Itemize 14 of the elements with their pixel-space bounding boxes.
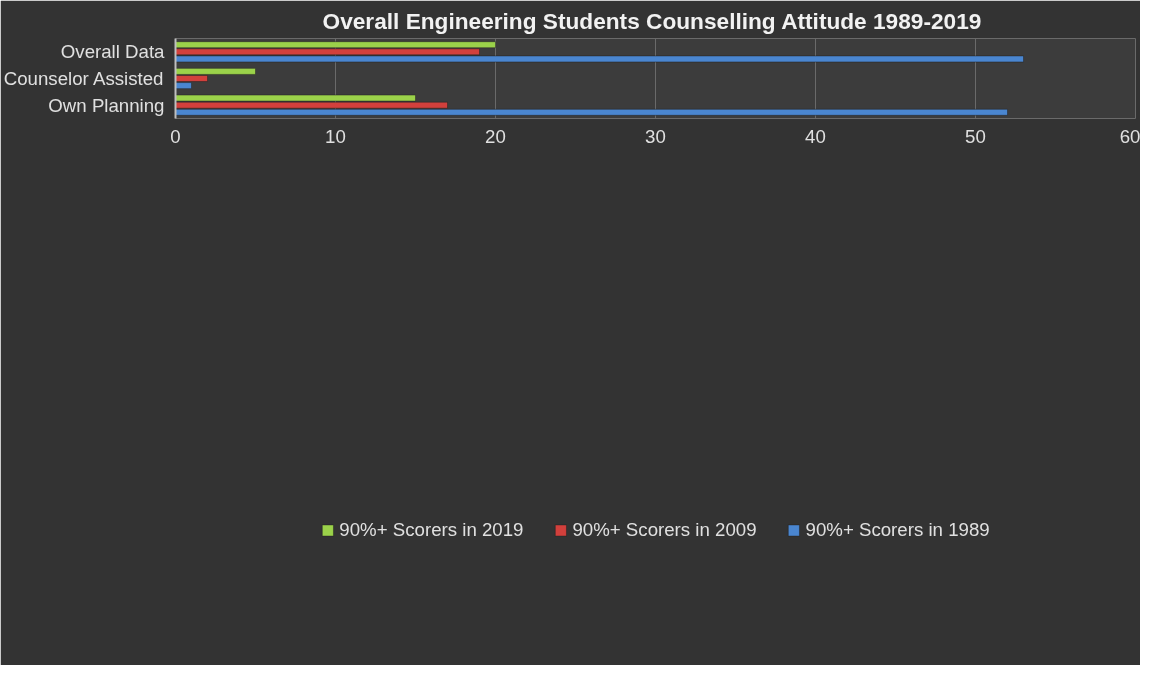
x-tick-label: 10 bbox=[325, 125, 346, 147]
x-tick-label: 40 bbox=[805, 125, 826, 147]
x-tick-label: 0 bbox=[170, 125, 181, 147]
x-tick-label: 20 bbox=[485, 125, 506, 147]
legend-label: 90%+ Scorers in 1989 bbox=[805, 518, 990, 541]
chart-title: Overall Engineering Students Counselling Attitude 1989-2019 bbox=[322, 7, 982, 34]
y-tick-label: Own Planning bbox=[48, 94, 165, 116]
legend-label: 90%+ Scorers in 2009 bbox=[572, 518, 757, 541]
x-tick-label: 60 bbox=[1119, 125, 1141, 147]
x-tick-label: 30 bbox=[645, 125, 666, 147]
legend-label: 90%+ Scorers in 2019 bbox=[339, 518, 524, 541]
x-tick-label: 50 bbox=[965, 125, 986, 147]
y-tick-label: Counselor Assisted bbox=[3, 68, 164, 89]
y-tick-label: Overall Data bbox=[60, 41, 166, 63]
